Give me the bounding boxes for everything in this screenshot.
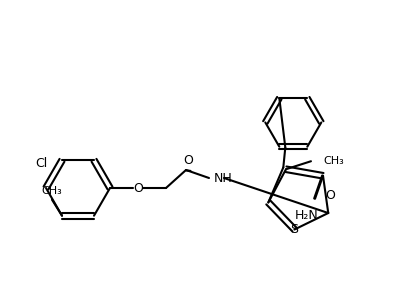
Text: CH₃: CH₃ (323, 156, 344, 166)
Text: O: O (183, 153, 193, 166)
Text: H₂N: H₂N (295, 209, 319, 222)
Text: Cl: Cl (36, 157, 48, 170)
Text: CH₃: CH₃ (42, 186, 62, 196)
Text: O: O (325, 189, 335, 202)
Text: NH: NH (214, 171, 233, 185)
Text: S: S (291, 223, 299, 236)
Text: O: O (133, 181, 143, 194)
